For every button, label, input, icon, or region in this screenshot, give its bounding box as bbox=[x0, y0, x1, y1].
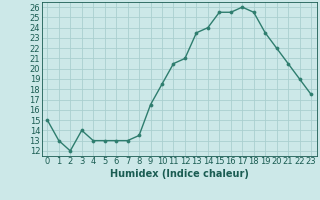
X-axis label: Humidex (Indice chaleur): Humidex (Indice chaleur) bbox=[110, 169, 249, 179]
